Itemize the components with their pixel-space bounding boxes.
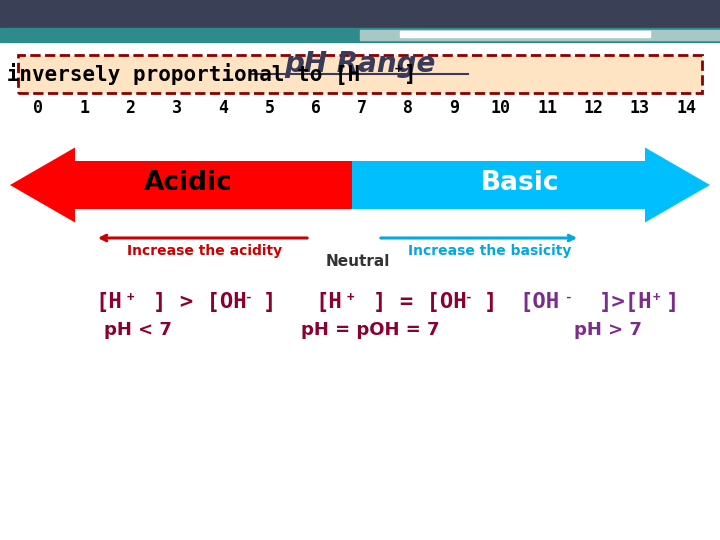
Text: ]: ] [404,64,417,84]
Text: Neutral: Neutral [326,254,390,269]
Text: Increase the basicity: Increase the basicity [408,244,572,258]
Text: Basic: Basic [481,170,559,196]
Bar [0,28,720,42]
Text: Acidic: Acidic [143,170,233,196]
Text: [OH: [OH [520,292,560,312]
Text: +: + [346,291,354,303]
Bar [0,0,720,30]
Text: 7: 7 [357,99,367,117]
Text: 4: 4 [218,99,228,117]
Bar [400,31,650,37]
Polygon shape [10,147,368,222]
Bar [360,30,720,40]
Text: 14: 14 [676,99,696,117]
Text: pH = pOH = 7: pH = pOH = 7 [301,321,439,339]
Text: 1: 1 [79,99,89,117]
Polygon shape [352,147,710,222]
Text: 6: 6 [311,99,320,117]
Text: ]>[H: ]>[H [598,292,652,312]
Text: 2: 2 [125,99,135,117]
Text: 3: 3 [172,99,182,117]
Text: [H: [H [95,292,122,312]
Text: [H: [H [315,292,342,312]
Text: -: - [244,291,252,303]
Text: 12: 12 [583,99,603,117]
Text: 0: 0 [33,99,43,117]
FancyBboxPatch shape [18,55,702,93]
Text: pH Range: pH Range [284,50,436,78]
Text: ] = [OH: ] = [OH [373,292,467,312]
Text: -: - [564,291,572,303]
Text: ]: ] [263,292,276,312]
Text: pH < 7: pH < 7 [104,321,172,339]
Text: 13: 13 [630,99,649,117]
Text: pH > 7: pH > 7 [574,321,642,339]
Text: -: - [464,291,472,303]
Text: +: + [395,64,402,77]
Text: 10: 10 [491,99,511,117]
Text: +: + [652,291,660,303]
Text: 9: 9 [449,99,459,117]
Text: Increase the acidity: Increase the acidity [127,244,282,258]
Text: ]: ] [484,292,498,312]
Text: +: + [126,291,134,303]
Text: 11: 11 [537,99,557,117]
Text: 8: 8 [403,99,413,117]
Text: ] > [OH: ] > [OH [153,292,247,312]
Text: 5: 5 [264,99,274,117]
Text: pH is inversely proportional to [H: pH is inversely proportional to [H [0,63,360,85]
Text: ]: ] [666,292,680,312]
